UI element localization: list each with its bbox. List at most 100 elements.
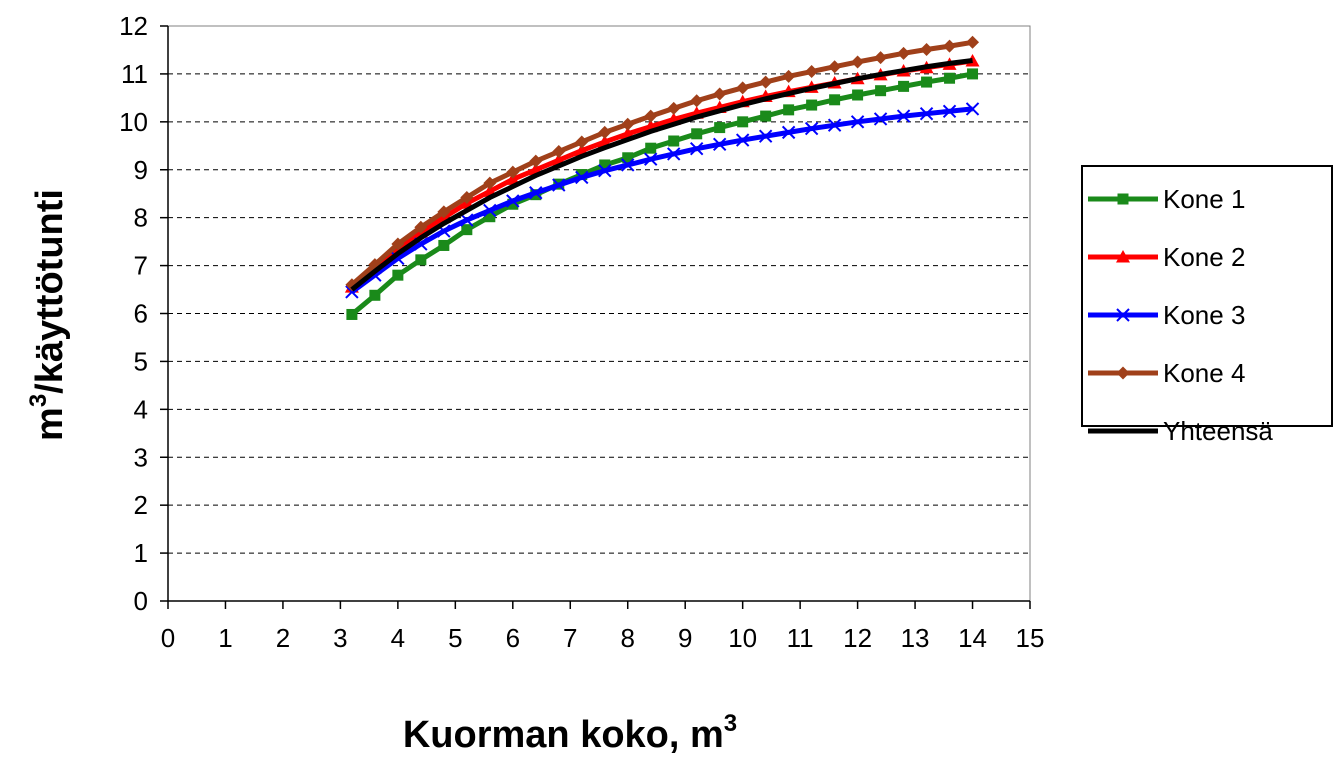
y-axis-title: m3/käyttötunti — [25, 189, 71, 441]
x-tick-label: 6 — [506, 623, 520, 653]
data-point — [829, 94, 841, 106]
y-tick-label: 12 — [119, 11, 148, 41]
x-axis-ticks: 0 1 2 3 4 5 6 7 8 9 10 11 12 13 14 15 — [161, 601, 1045, 653]
x-axis-title: Kuorman koko, m3 — [403, 710, 737, 756]
data-point — [621, 117, 635, 131]
y-tick-label: 8 — [134, 203, 148, 233]
series-kone-1 — [346, 68, 979, 320]
legend-item: Kone 3 — [1088, 300, 1245, 330]
data-point — [920, 42, 934, 56]
data-point — [689, 141, 704, 156]
legend-item: Kone 1 — [1088, 184, 1245, 214]
legend-marker — [1116, 366, 1130, 380]
data-point — [369, 289, 381, 301]
x-tick-label: 3 — [333, 623, 347, 653]
legend-marker — [1117, 193, 1129, 205]
data-point — [667, 101, 681, 115]
data-point — [552, 145, 566, 159]
y-axis-title-superscript: 3 — [25, 394, 52, 407]
data-point — [850, 115, 865, 129]
data-point — [759, 75, 773, 89]
legend-item: Yhteensä — [1088, 416, 1273, 446]
legend-label: Kone 3 — [1163, 300, 1245, 330]
data-point — [507, 198, 519, 210]
data-point — [874, 51, 888, 65]
y-tick-label: 3 — [134, 442, 148, 472]
x-tick-label: 15 — [1016, 623, 1045, 653]
series-kone-3 — [345, 102, 980, 299]
data-point — [506, 194, 520, 208]
y-tick-label: 1 — [134, 538, 148, 568]
series-line — [350, 71, 973, 317]
x-tick-label: 1 — [218, 623, 232, 653]
data-point — [529, 154, 543, 168]
x-tick-label: 5 — [448, 623, 462, 653]
data-point — [392, 269, 404, 281]
legend-marker — [1116, 250, 1130, 263]
data-point — [529, 186, 543, 200]
y-tick-label: 7 — [134, 251, 148, 281]
y-tick-label: 4 — [134, 394, 148, 424]
x-tick-label: 2 — [276, 623, 290, 653]
x-tick-label: 4 — [391, 623, 405, 653]
y-tick-label: 6 — [134, 299, 148, 329]
data-point — [783, 104, 795, 116]
data-point — [875, 85, 887, 97]
data-point — [898, 80, 910, 92]
data-point — [484, 211, 496, 223]
legend-label: Kone 2 — [1163, 242, 1245, 272]
y-tick-label: 10 — [119, 107, 148, 137]
data-point — [575, 170, 589, 185]
data-point — [575, 135, 589, 149]
x-tick-label: 11 — [787, 623, 814, 653]
series-line — [350, 39, 973, 287]
x-axis-title-superscript: 3 — [724, 710, 737, 737]
data-point — [944, 72, 956, 84]
data-point — [713, 87, 727, 101]
data-point — [943, 39, 957, 53]
data-point — [712, 137, 727, 152]
data-point — [942, 104, 957, 118]
y-axis-title-prefix: m — [29, 407, 71, 441]
data-point — [827, 118, 842, 132]
legend-marker — [1116, 308, 1130, 322]
data-point — [437, 205, 451, 219]
y-tick-label: 2 — [134, 490, 148, 520]
x-tick-label: 8 — [620, 623, 634, 653]
series-yhteens- — [350, 58, 973, 292]
y-tick-label: 0 — [134, 586, 148, 616]
data-point — [666, 147, 681, 161]
data-point — [805, 65, 819, 79]
y-axis-title-suffix: /käyttötunti — [29, 189, 71, 394]
y-tick-label: 11 — [121, 59, 148, 89]
data-point — [736, 81, 750, 95]
data-point — [645, 142, 657, 154]
legend-item: Kone 4 — [1088, 358, 1245, 388]
data-point — [438, 239, 450, 251]
data-point — [806, 99, 818, 111]
legend-label: Kone 4 — [1163, 358, 1245, 388]
data-point — [506, 165, 520, 179]
x-tick-label: 9 — [678, 623, 692, 653]
data-point — [897, 46, 911, 60]
data-point — [598, 164, 612, 178]
y-tick-label: 9 — [134, 155, 148, 185]
data-point — [735, 133, 750, 147]
x-tick-label: 12 — [843, 623, 872, 653]
data-point — [552, 178, 566, 192]
data-point — [714, 122, 726, 134]
data-point — [965, 102, 980, 116]
data-point — [690, 94, 704, 108]
data-point — [599, 159, 611, 171]
data-point — [921, 76, 933, 88]
x-tick-label: 0 — [161, 623, 175, 653]
x-tick-label: 14 — [958, 623, 987, 653]
data-point — [576, 169, 588, 181]
data-point — [804, 121, 819, 136]
data-point — [414, 220, 428, 234]
data-point — [967, 68, 979, 80]
data-point — [760, 110, 772, 122]
data-point — [668, 135, 680, 147]
